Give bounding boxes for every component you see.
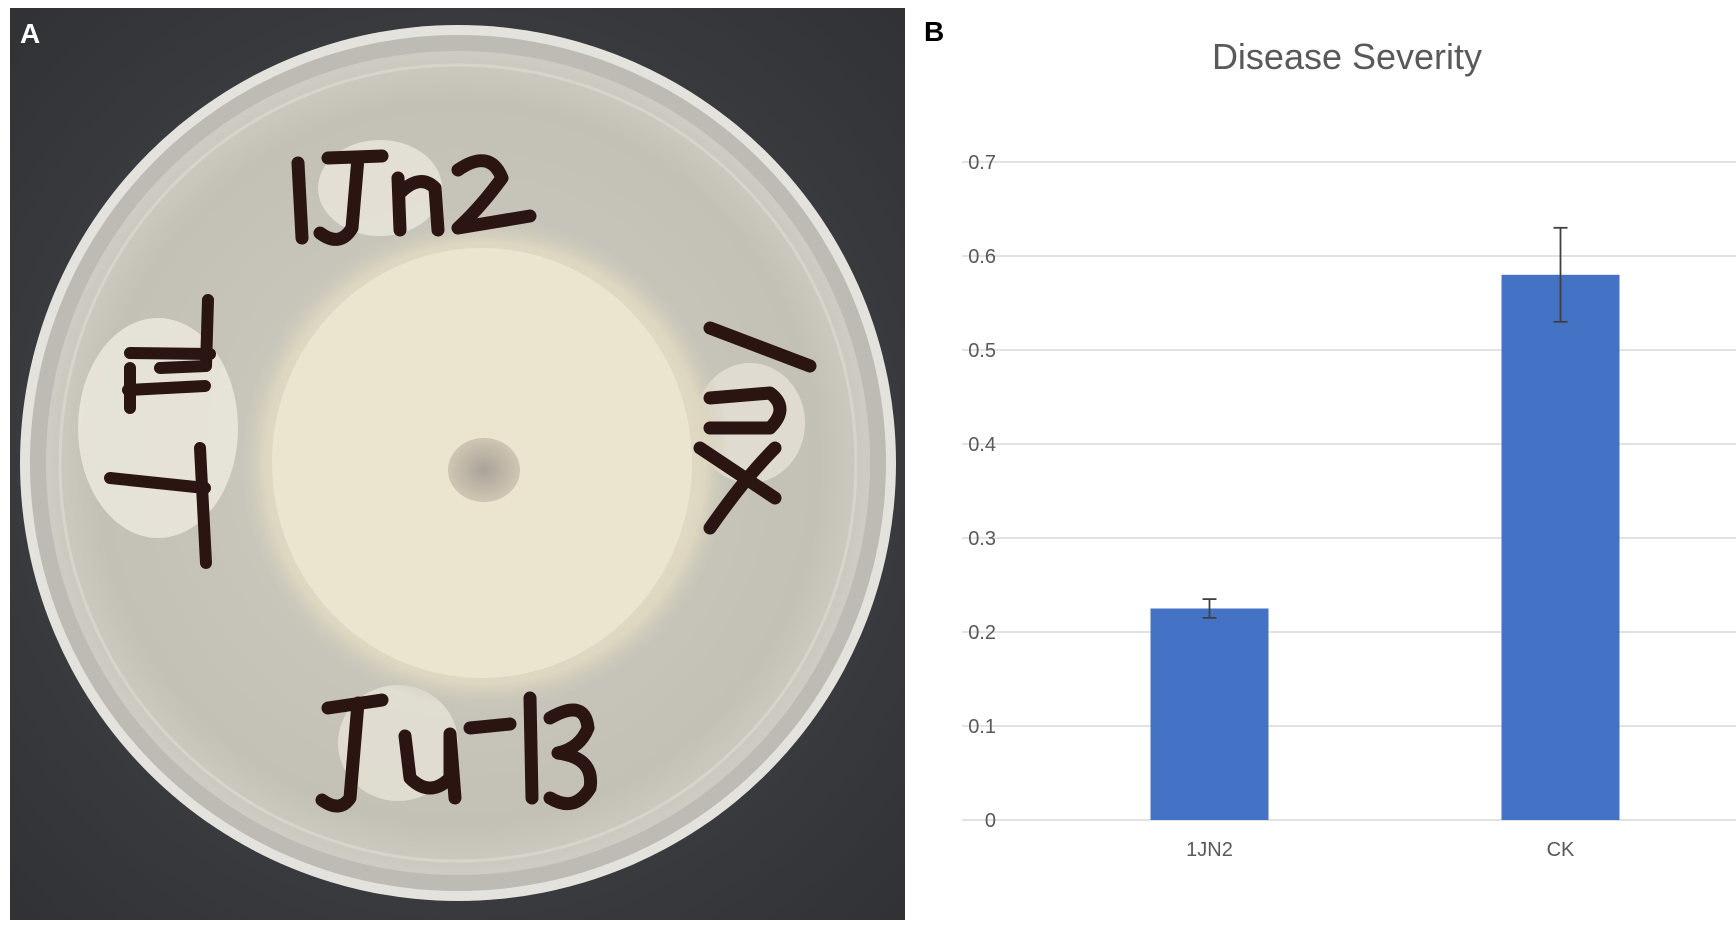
x-tick-label: 1JN2 [1186,839,1233,861]
petri-dish-photo [10,8,905,920]
y-tick-label: 0 [985,810,996,832]
error-bar-1jn2 [1202,598,1217,619]
y-tick-label: 0.4 [968,434,996,456]
x-axis-ticks: 1JN2 CK [1186,839,1575,861]
y-tick-label: 0.7 [968,152,996,174]
bar-1jn2 [1150,608,1269,820]
y-axis-ticks: 0 0.1 0.2 0.3 0.4 0.5 0.6 0.7 [968,152,996,832]
panel-a-label: A [20,18,41,49]
colony-bottom [338,685,458,801]
y-tick-label: 0.6 [968,246,996,268]
bar-ck [1501,274,1620,820]
error-bar-ck [1553,226,1568,323]
disease-severity-chart: Disease Severity 0 0.1 0.2 0.3 0.4 0.5 0.6 0.7 … [900,0,1736,925]
chart-title: Disease Severity [1212,36,1482,77]
y-tick-label: 0.5 [968,340,996,362]
gridlines [962,161,1736,821]
plate-label-l171 [104,294,216,569]
y-tick-label: 0.2 [968,622,996,644]
bars [1150,226,1620,820]
plate-label-1jn2 [291,149,537,246]
plate-label-x5-1 [693,321,817,535]
panel-b-label: B [924,16,945,47]
y-tick-label: 0.1 [968,716,996,738]
plate-label-ju-13 [315,691,598,813]
y-tick-label: 0.3 [968,528,996,550]
inoculum-plug [448,438,520,502]
x-tick-label: CK [1547,839,1575,861]
